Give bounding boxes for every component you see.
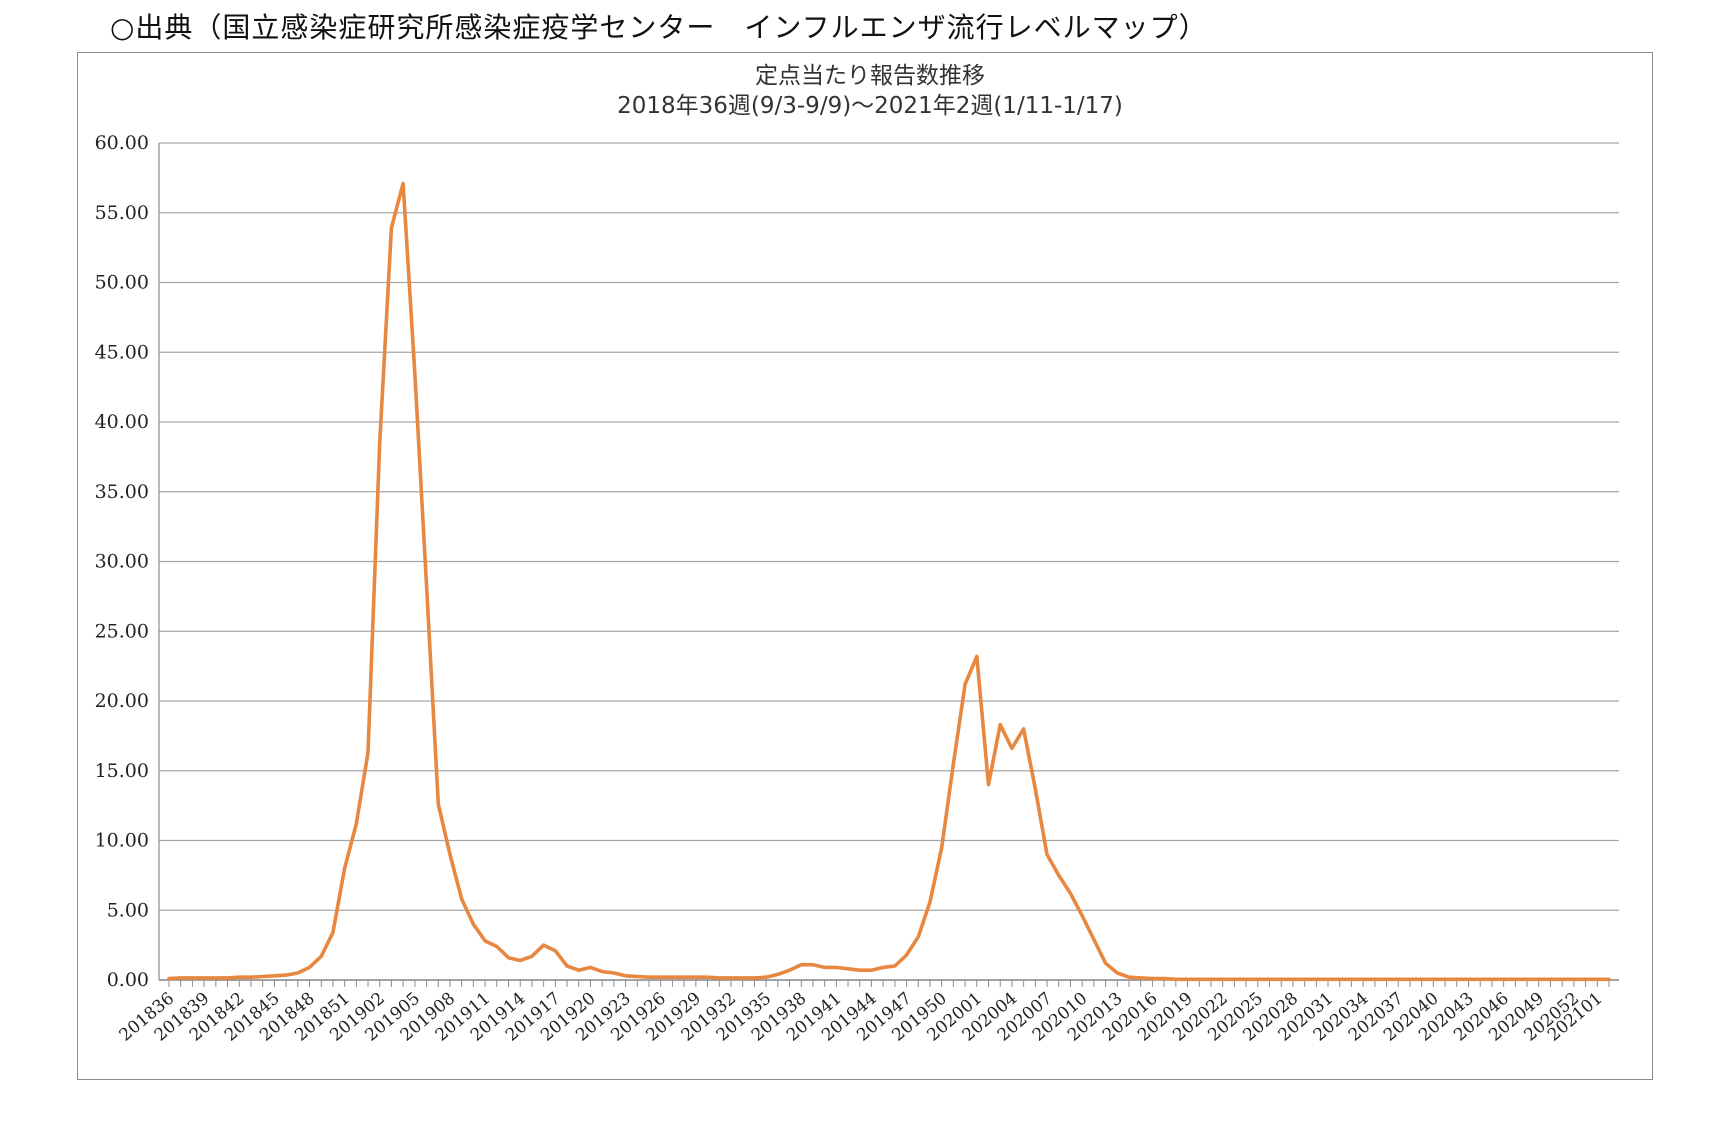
- y-tick-label: 20.00: [95, 690, 149, 712]
- y-tick-label: 40.00: [95, 411, 149, 433]
- influenza-line-chart: 定点当たり報告数推移 2018年36週(9/3-9/9)～2021年2週(1/1…: [95, 63, 1619, 1046]
- y-tick-label: 30.00: [95, 551, 149, 573]
- chart-frame: 定点当たり報告数推移 2018年36週(9/3-9/9)～2021年2週(1/1…: [77, 52, 1653, 1080]
- y-tick-label: 25.00: [95, 620, 149, 642]
- y-tick-label: 5.00: [107, 899, 149, 921]
- series-group: [167, 181, 1611, 982]
- source-caption: ○出典（国立感染症研究所感染症疫学センター インフルエンザ流行レベルマップ）: [110, 11, 1208, 44]
- y-axis-ticks: 0.00 5.00 10.00 15.00 20.00 25.00 30.00 35.00 40…: [95, 132, 149, 991]
- y-tick-label: 35.00: [95, 481, 149, 503]
- y-tick-label: 45.00: [95, 341, 149, 363]
- y-tick-label: 10.00: [95, 830, 149, 852]
- y-tick-label: 60.00: [95, 132, 149, 154]
- y-tick-label: 0.00: [107, 969, 149, 991]
- series-line: [167, 181, 1611, 982]
- chart-title: 定点当たり報告数推移: [755, 63, 985, 89]
- y-tick-label: 55.00: [95, 202, 149, 224]
- chart-subtitle: 2018年36週(9/3-9/9)～2021年2週(1/11-1/17): [617, 93, 1123, 119]
- y-tick-label: 50.00: [95, 272, 149, 294]
- gridlines: [159, 142, 1619, 981]
- y-tick-label: 15.00: [95, 760, 149, 782]
